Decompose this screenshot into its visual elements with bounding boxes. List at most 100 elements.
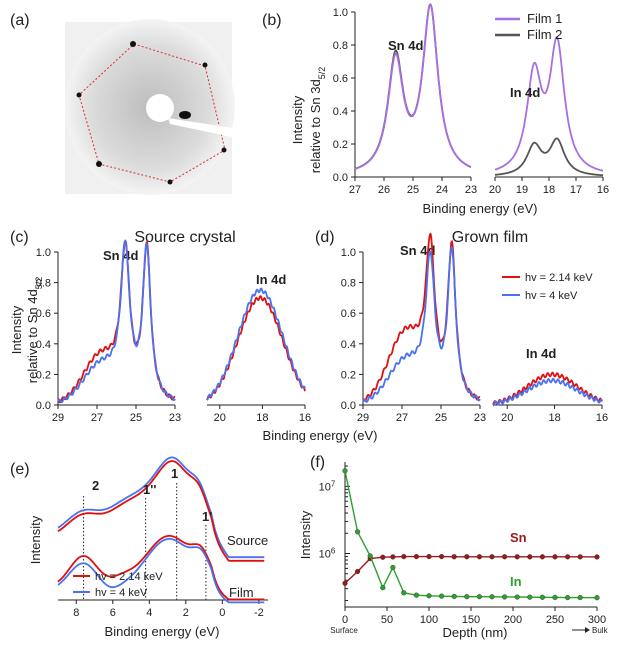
panel-e-xtick-label: 0 (219, 607, 225, 619)
panel-c-in-line-0 (206, 295, 306, 401)
panel-f-bulk-label: Bulk (592, 626, 609, 635)
panel-f-point-Sn (464, 554, 470, 560)
panel-d-ytick-label: 0.6 (341, 308, 356, 320)
panel-d-xtick-label: 20 (501, 412, 513, 424)
legend-film2: Film 2 (527, 27, 562, 42)
panel-f-point-Sn (527, 554, 533, 560)
panel-d-xtick-label: 29 (357, 412, 369, 424)
panel-f-xtick-label: 150 (462, 614, 480, 626)
panel-c-xtick-label: 18 (256, 412, 268, 424)
panel-c-in4d-label: In 4d (256, 272, 286, 287)
panel-label-f: (f) (310, 454, 325, 471)
panel-b-sn4d-label: Sn 4d (388, 38, 423, 53)
panel-d-ytick-label: 0.0 (341, 400, 356, 412)
panel-e-feature-1: 1 (171, 466, 178, 481)
panel-b-ytick-label: 0.4 (333, 106, 348, 118)
panel-f-point-Sn (539, 554, 546, 560)
panel-c-title: Source crystal (134, 229, 235, 246)
legend-hv4: hv = 4 keV (525, 290, 578, 302)
bulk-arrow-icon (572, 627, 590, 633)
panel-f-point-Sn (401, 553, 407, 560)
panel-f-point-In (552, 594, 558, 601)
panel-c-sn4d-label: Sn 4d (103, 248, 138, 263)
panel-b-film2-sn-line (354, 3, 472, 170)
panel-b-ytick-label: 0.0 (333, 172, 348, 184)
panel-c-ytick-label: 0.6 (36, 308, 51, 320)
panel-f-line-Sn (344, 555, 598, 584)
panel-b-xtick-label: 23 (465, 184, 477, 196)
panel-label-e: (e) (10, 461, 30, 478)
panel-c-ytick-label: 0.0 (36, 400, 51, 412)
panel-d-ytick-label: 0.2 (341, 369, 356, 381)
panel-f-point-In (564, 594, 571, 601)
panel-c-xtick-label: 20 (214, 412, 226, 424)
panel-f-xtick-label: 0 (342, 614, 348, 626)
panel-f-point-In (527, 594, 533, 600)
panel-c-xtick-label: 16 (299, 412, 311, 424)
panel-f-point-In (413, 592, 420, 598)
panel-f-sn-label: Sn (510, 530, 527, 545)
panel-f-point-In (577, 594, 583, 601)
panel-c-ytick-label: 0.2 (36, 369, 51, 381)
panel-f-point-In (342, 468, 348, 474)
panel-b-in4d-label: In 4d (510, 85, 540, 100)
panel-b-xtick-label: 17 (570, 184, 582, 196)
panel-b-xtick-label: 25 (407, 184, 419, 196)
panel-f-point-Sn (355, 568, 361, 575)
legend-hv214: hv = 2.14 keV (525, 272, 593, 284)
panel-label-c: (c) (10, 229, 29, 246)
panel-f-point-Sn (594, 554, 600, 560)
panel-b-xtick-label: 26 (378, 184, 390, 196)
panel-f-point-Sn (426, 553, 432, 560)
panel-e-film-label: Film (229, 585, 254, 600)
panel-f-point-Sn (413, 553, 420, 560)
panel-e-xtick-label: 2 (183, 607, 189, 619)
panel-e-feature-1p: 1' (202, 509, 212, 524)
panel-f-ytick-exp: 6 (331, 546, 336, 555)
panel-f-point-In (380, 585, 386, 591)
panel-f-point-Sn (342, 580, 348, 586)
panel-c-xtick-label: 29 (52, 412, 64, 424)
panel-f-point-Sn (514, 554, 520, 560)
panel-c-ylabel: Intensity (9, 305, 24, 354)
panel-d-title: Grown film (452, 229, 528, 246)
panel-d-xtick-label: 25 (435, 412, 447, 424)
panel-f-point-Sn (564, 554, 571, 560)
panel-f-point-In (390, 564, 396, 571)
panel-f-point-Sn (451, 554, 457, 560)
panel-e-xtick-label: 6 (110, 607, 116, 619)
panel-f-ytick-label: 106 (319, 546, 336, 561)
diffraction-image (65, 19, 235, 195)
panel-f-point-Sn (380, 554, 386, 560)
panel-d-legend: hv = 2.14 keV hv = 4 keV (502, 272, 593, 302)
panel-f-xtick-label: 250 (546, 614, 564, 626)
panel-e-legend: hv = 2.14 keV hv = 4 keV (73, 571, 163, 599)
panel-e-xtick-label: 4 (146, 607, 152, 619)
panel-cd-xlabel: Binding energy (eV) (263, 428, 378, 443)
panel-b-ytick-label: 0.6 (333, 73, 348, 85)
panel-d-xtick-label: 18 (548, 412, 560, 424)
panel-cd-axes: 0.0 0.2 0.4 0.6 0.8 1.0 29 27 25 23 20 18 16 0.0 0.2 0.… (36, 232, 608, 424)
panel-d-ytick-label: 0.8 (341, 278, 356, 290)
panel-f-point-In (439, 593, 445, 599)
panel-f-point-In (476, 594, 483, 600)
panel-f-xtick-label: 100 (420, 614, 438, 626)
panel-c-ytick-label: 1.0 (36, 247, 51, 259)
panel-f-point-In (502, 594, 508, 600)
panel-b-xtick-label: 24 (436, 184, 448, 196)
panel-d-xtick-label: 23 (474, 412, 486, 424)
panel-f-point-In (451, 593, 457, 600)
panel-f-point-Sn (390, 554, 396, 560)
panel-d-in-line-1 (492, 377, 603, 407)
panel-e-film-hv4-line (57, 538, 265, 604)
panel-f-point-Sn (489, 554, 495, 560)
legend-e-hv214: hv = 2.14 keV (95, 571, 163, 583)
panel-b-ytick-label: 0.8 (333, 40, 348, 52)
panel-f-point-In (594, 595, 600, 601)
panel-b-film1-in-line (494, 36, 604, 172)
panel-e-feature-1pp: 1'' (143, 482, 156, 497)
panel-f-xtick-label: 50 (381, 614, 393, 626)
panel-e-source-hv214-line (57, 460, 265, 562)
panel-f-point-In (355, 529, 361, 535)
panel-c-xtick-label: 27 (91, 412, 103, 424)
